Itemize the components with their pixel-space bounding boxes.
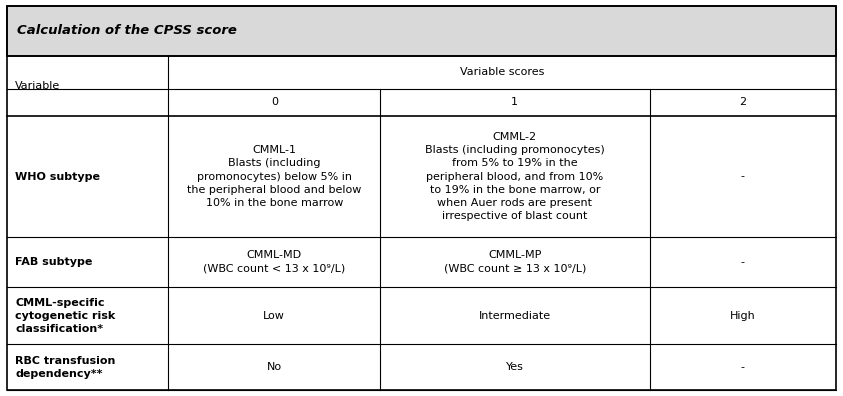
Text: 2: 2	[739, 97, 747, 107]
Text: Variable scores: Variable scores	[460, 67, 545, 77]
Text: No: No	[266, 362, 282, 372]
Text: Low: Low	[263, 311, 285, 321]
Text: Calculation of the CPSS score: Calculation of the CPSS score	[17, 25, 237, 37]
Text: High: High	[730, 311, 756, 321]
Text: CMML-2
Blasts (including promonocytes)
from 5% to 19% in the
peripheral blood, a: CMML-2 Blasts (including promonocytes) f…	[425, 132, 604, 221]
Text: -: -	[741, 257, 745, 267]
Text: CMML-specific
cytogenetic risk
classification*: CMML-specific cytogenetic risk classific…	[15, 298, 115, 334]
Bar	[7, 6, 836, 56]
Text: -: -	[741, 362, 745, 372]
Text: Intermediate: Intermediate	[479, 311, 550, 321]
Text: CMML-1
Blasts (including
promonocytes) below 5% in
the peripheral blood and belo: CMML-1 Blasts (including promonocytes) b…	[187, 145, 362, 208]
Text: Yes: Yes	[506, 362, 524, 372]
Text: WHO subtype: WHO subtype	[15, 171, 100, 181]
Text: RBC transfusion
dependency**: RBC transfusion dependency**	[15, 356, 115, 379]
Text: 0: 0	[271, 97, 277, 107]
Text: Variable: Variable	[15, 81, 61, 91]
Text: -: -	[741, 171, 745, 181]
Bar	[7, 56, 836, 390]
Text: CMML-MP
(WBC count ≥ 13 x 10⁹/L): CMML-MP (WBC count ≥ 13 x 10⁹/L)	[443, 251, 586, 274]
Text: CMML-MD
(WBC count < 13 x 10⁹/L): CMML-MD (WBC count < 13 x 10⁹/L)	[203, 251, 346, 274]
Text: 1: 1	[512, 97, 518, 107]
Bar	[7, 6, 836, 56]
Text: FAB subtype: FAB subtype	[15, 257, 93, 267]
